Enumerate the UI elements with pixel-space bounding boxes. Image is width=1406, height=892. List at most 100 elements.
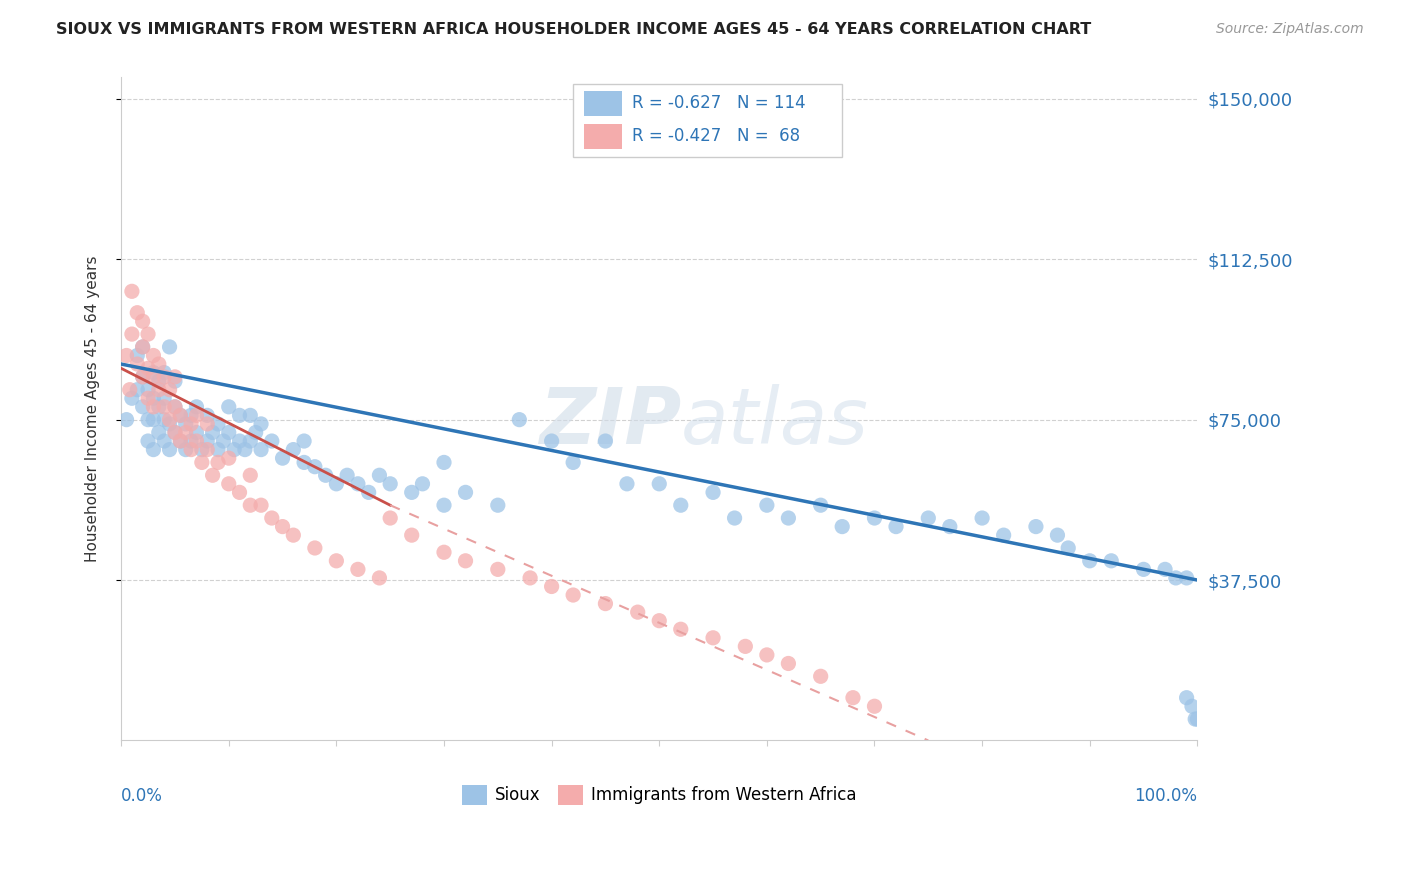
Point <box>191 455 214 469</box>
Point <box>325 554 347 568</box>
Point <box>159 383 181 397</box>
Point <box>218 425 240 440</box>
Point <box>153 434 176 448</box>
Point <box>142 349 165 363</box>
Point <box>195 409 218 423</box>
Point <box>153 391 176 405</box>
Point <box>1025 519 1047 533</box>
Point <box>118 383 141 397</box>
Text: SIOUX VS IMMIGRANTS FROM WESTERN AFRICA HOUSEHOLDER INCOME AGES 45 - 64 YEARS CO: SIOUX VS IMMIGRANTS FROM WESTERN AFRICA … <box>56 22 1091 37</box>
Text: R = -0.627   N = 114: R = -0.627 N = 114 <box>633 95 806 112</box>
Point <box>304 459 326 474</box>
Text: 100.0%: 100.0% <box>1135 787 1198 805</box>
Point <box>131 340 153 354</box>
Point <box>669 622 692 636</box>
Point <box>648 476 671 491</box>
Point <box>292 434 315 448</box>
Point <box>863 511 886 525</box>
Point <box>159 340 181 354</box>
Point <box>454 554 477 568</box>
Point <box>271 451 294 466</box>
Point <box>201 468 224 483</box>
Point <box>180 417 202 431</box>
Point <box>131 370 153 384</box>
Point <box>917 511 939 525</box>
Point <box>380 511 402 525</box>
Point <box>734 640 756 654</box>
Point <box>486 562 509 576</box>
Point <box>136 327 159 342</box>
Point <box>127 357 149 371</box>
Point <box>153 412 176 426</box>
Point <box>540 579 562 593</box>
Point <box>142 400 165 414</box>
Point <box>180 409 202 423</box>
Point <box>1154 562 1177 576</box>
Point <box>595 597 617 611</box>
Point <box>315 468 337 483</box>
Point <box>127 383 149 397</box>
Point <box>131 370 153 384</box>
Point <box>368 468 391 483</box>
Text: atlas: atlas <box>681 384 869 460</box>
Point <box>207 455 229 469</box>
Point <box>357 485 380 500</box>
Point <box>148 357 170 371</box>
Point <box>702 485 724 500</box>
Point <box>1099 554 1122 568</box>
Point <box>163 425 186 440</box>
Legend: Sioux, Immigrants from Western Africa: Sioux, Immigrants from Western Africa <box>456 778 863 812</box>
Point <box>562 455 585 469</box>
Point <box>260 434 283 448</box>
Point <box>142 370 165 384</box>
Point <box>250 498 273 512</box>
Point <box>884 519 907 533</box>
Point <box>368 571 391 585</box>
Point <box>142 391 165 405</box>
Point <box>228 485 250 500</box>
Point <box>778 657 800 671</box>
Point <box>163 400 186 414</box>
Text: 0.0%: 0.0% <box>121 787 163 805</box>
Point <box>702 631 724 645</box>
Point <box>136 361 159 376</box>
Point <box>508 412 530 426</box>
Point <box>842 690 865 705</box>
Point <box>195 434 218 448</box>
Point <box>127 349 149 363</box>
Point <box>648 614 671 628</box>
Point <box>454 485 477 500</box>
Point <box>174 417 197 431</box>
Point <box>540 434 562 448</box>
Point <box>207 442 229 457</box>
Point <box>1046 528 1069 542</box>
Point <box>186 400 208 414</box>
Y-axis label: Householder Income Ages 45 - 64 years: Householder Income Ages 45 - 64 years <box>86 256 100 562</box>
Point <box>810 498 832 512</box>
Point <box>169 434 191 448</box>
Point <box>136 434 159 448</box>
Point <box>347 562 370 576</box>
Point <box>148 374 170 388</box>
Point <box>218 451 240 466</box>
Point <box>180 442 202 457</box>
Point <box>616 476 638 491</box>
Point <box>283 528 305 542</box>
Text: R = -0.427   N =  68: R = -0.427 N = 68 <box>633 128 800 145</box>
Point <box>153 370 176 384</box>
Point <box>411 476 433 491</box>
Point <box>1175 690 1198 705</box>
Point <box>993 528 1015 542</box>
Point <box>224 442 246 457</box>
Point <box>212 434 235 448</box>
Point <box>142 442 165 457</box>
Point <box>159 417 181 431</box>
Point <box>433 545 456 559</box>
Point <box>169 434 191 448</box>
Point <box>163 370 186 384</box>
Point <box>401 485 423 500</box>
Point <box>163 400 186 414</box>
Point <box>218 400 240 414</box>
Point <box>115 412 138 426</box>
Point <box>121 285 143 299</box>
